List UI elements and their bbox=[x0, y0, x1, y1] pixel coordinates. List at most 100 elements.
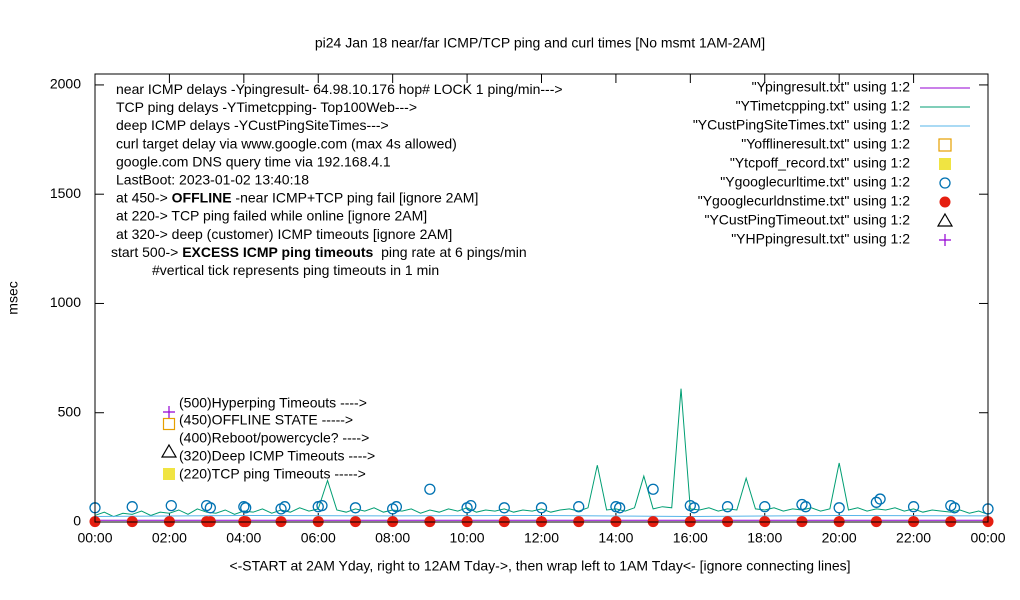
curl-point bbox=[498, 502, 510, 514]
x-tick-label: 00:00 bbox=[77, 530, 112, 546]
note-part: EXCESS ICMP ping timeouts bbox=[182, 244, 373, 260]
filled-square-symbol bbox=[163, 468, 175, 480]
key-note: (450)OFFLINE STATE -----> bbox=[179, 412, 353, 428]
x-tick-label: 06:00 bbox=[301, 530, 336, 546]
curl-point bbox=[759, 501, 771, 513]
curl-point bbox=[721, 501, 734, 513]
note-part: ping rate at 6 pings/min bbox=[373, 244, 526, 260]
curl-point bbox=[349, 502, 362, 514]
curl-point bbox=[465, 499, 477, 512]
note: deep ICMP delays -YCustPingSiteTimes---> bbox=[116, 117, 389, 133]
curl-point bbox=[800, 501, 812, 513]
curl-point bbox=[647, 483, 659, 495]
note: near ICMP delays -Ypingresult- 64.98.10.… bbox=[116, 81, 563, 97]
note-part: near ICMP delays -Ypingresult- 64.98.10.… bbox=[116, 81, 563, 97]
plot-border bbox=[94, 73, 989, 523]
curl-point bbox=[126, 501, 138, 513]
note-part: deep ICMP delays -YCustPingSiteTimes---> bbox=[116, 117, 389, 133]
note: TCP ping delays -YTimetcpping- Top100Web… bbox=[116, 99, 417, 115]
curl-point bbox=[870, 496, 883, 508]
curl-point bbox=[535, 502, 548, 514]
note-part: -near ICMP+TCP ping fail [ignore 2AM] bbox=[232, 189, 479, 205]
legend-label: "YTimetcpping.txt" using 1:2 bbox=[736, 98, 911, 114]
curl-point bbox=[833, 502, 845, 514]
curl-point bbox=[240, 502, 252, 514]
legend-label: "YCustPingSiteTimes.txt" using 1:2 bbox=[693, 117, 910, 133]
triangle-symbol bbox=[160, 443, 178, 458]
x-tick-label: 22:00 bbox=[896, 530, 931, 546]
series-line bbox=[94, 514, 989, 518]
note-part: at 320-> deep (customer) ICMP timeouts [… bbox=[116, 226, 452, 242]
note-part: LastBoot: 2023-01-02 13:40:18 bbox=[116, 171, 309, 187]
x-tick-label: 20:00 bbox=[822, 530, 857, 546]
y-tick-label: 1000 bbox=[50, 294, 81, 310]
y-tick-label: 500 bbox=[58, 403, 82, 419]
curl-point bbox=[874, 493, 886, 505]
curl-point bbox=[316, 499, 328, 512]
note-part: curl target delay via www.google.com (ma… bbox=[116, 135, 457, 151]
legend-swatch bbox=[938, 138, 952, 152]
legend-label: "YHPpingresult.txt" using 1:2 bbox=[731, 231, 910, 247]
curl-point bbox=[279, 501, 291, 513]
legend-label: "Ygooglecurldnstime.txt" using 1:2 bbox=[698, 193, 910, 209]
x-tick-label: 08:00 bbox=[375, 530, 410, 546]
note: curl target delay via www.google.com (ma… bbox=[116, 135, 457, 151]
note-part: at 450-> bbox=[116, 189, 172, 205]
legend-swatch bbox=[939, 196, 951, 208]
x-tick-label: 18:00 bbox=[747, 530, 782, 546]
y-tick-label: 0 bbox=[73, 513, 81, 529]
note-part: google.com DNS query time via 192.168.4.… bbox=[116, 153, 391, 169]
legend-swatch bbox=[939, 234, 951, 246]
legend-label: "Ygooglecurltime.txt" using 1:2 bbox=[720, 174, 910, 190]
legend-swatch bbox=[936, 212, 954, 227]
x-tick-label: 04:00 bbox=[226, 530, 261, 546]
curl-point bbox=[204, 502, 216, 514]
curl-point bbox=[573, 501, 585, 513]
key-note: (320)Deep ICMP Timeouts ----> bbox=[179, 448, 375, 464]
note: google.com DNS query time via 192.168.4.… bbox=[116, 153, 391, 169]
curl-point bbox=[907, 501, 920, 513]
y-tick-label: 2000 bbox=[50, 76, 81, 92]
key-note: (500)Hyperping Timeouts ----> bbox=[179, 395, 367, 411]
curl-point bbox=[238, 501, 250, 513]
note-part: at 220-> TCP ping failed while online [i… bbox=[116, 207, 427, 223]
note: start 500-> EXCESS ICMP ping timeouts pi… bbox=[111, 244, 527, 260]
x-tick-label: 16:00 bbox=[673, 530, 708, 546]
key-note: (400)Reboot/powercycle? ----> bbox=[179, 430, 369, 446]
note-part: start 500-> bbox=[111, 244, 182, 260]
legend-swatch bbox=[939, 177, 951, 189]
note: at 220-> TCP ping failed while online [i… bbox=[116, 207, 427, 223]
x-tick-label: 12:00 bbox=[524, 530, 559, 546]
y-tick-label: 1500 bbox=[50, 185, 81, 201]
legend-label: "Yofflineresult.txt" using 1:2 bbox=[741, 136, 910, 152]
legend-label: "YCustPingTimeout.txt" using 1:2 bbox=[704, 212, 910, 228]
legend-label: "Ypingresult.txt" using 1:2 bbox=[752, 79, 911, 95]
x-tick-label: 02:00 bbox=[152, 530, 187, 546]
plus-symbol bbox=[163, 406, 175, 418]
note-part: OFFLINE bbox=[172, 189, 232, 205]
note: at 320-> deep (customer) ICMP timeouts [… bbox=[116, 226, 452, 242]
y-axis-label: msec bbox=[5, 281, 21, 314]
x-axis-label: <-START at 2AM Yday, right to 12AM Tday-… bbox=[229, 558, 850, 574]
note: LastBoot: 2023-01-02 13:40:18 bbox=[116, 171, 309, 187]
curl-point bbox=[424, 483, 436, 495]
curl-point bbox=[613, 502, 626, 514]
note-part: #vertical tick represents ping timeouts … bbox=[152, 262, 439, 278]
x-tick-label: 10:00 bbox=[450, 530, 485, 546]
key-symbols bbox=[160, 406, 178, 480]
curl-point bbox=[165, 499, 177, 512]
legend-swatch bbox=[939, 158, 951, 170]
x-tick-label: 00:00 bbox=[970, 530, 1005, 546]
curl-point bbox=[948, 502, 961, 514]
note-part: TCP ping delays -YTimetcpping- Top100Web… bbox=[116, 99, 417, 115]
x-tick-label: 14:00 bbox=[598, 530, 633, 546]
legend-label: "Ytcpoff_record.txt" using 1:2 bbox=[730, 155, 910, 171]
curl-point bbox=[688, 502, 700, 514]
key-note: (220)TCP ping Timeouts -----> bbox=[179, 466, 366, 482]
chart-title: pi24 Jan 18 near/far ICMP/TCP ping and c… bbox=[315, 35, 765, 51]
note: at 450-> OFFLINE -near ICMP+TCP ping fai… bbox=[116, 189, 478, 205]
curl-point bbox=[390, 501, 403, 513]
square-symbol bbox=[162, 417, 176, 431]
